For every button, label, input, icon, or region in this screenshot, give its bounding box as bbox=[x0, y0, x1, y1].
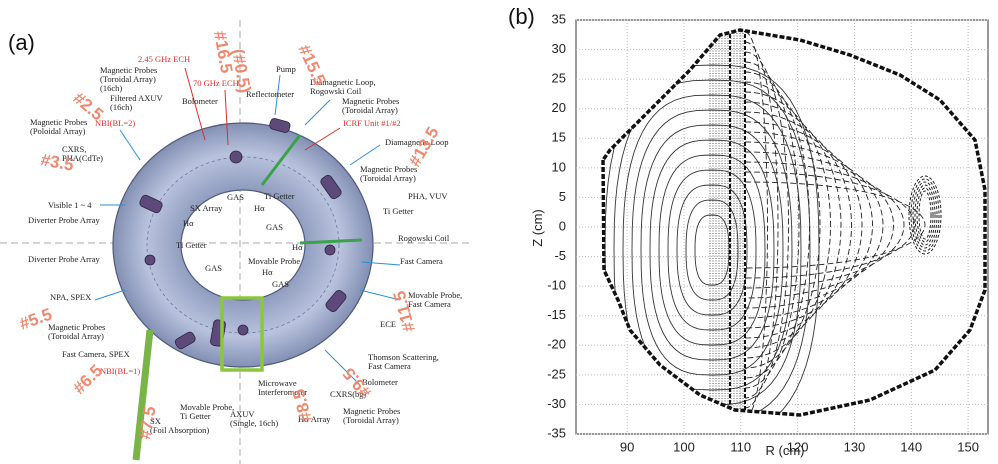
red-annotation: ICRF Unit #1/#2 bbox=[343, 118, 401, 128]
annotation: Ti Getter bbox=[264, 191, 295, 201]
y-tick-label: -35 bbox=[547, 425, 566, 440]
plot-frame bbox=[576, 20, 988, 434]
annotation: Pump bbox=[276, 64, 296, 74]
open-flux-surface bbox=[745, 122, 862, 328]
open-flux-surface bbox=[745, 152, 894, 298]
grid bbox=[576, 20, 988, 434]
page: {"panel_a": {"label": "(a)", "labels": [… bbox=[0, 0, 998, 464]
annotation: (16ch) bbox=[100, 83, 122, 93]
island-surface bbox=[915, 185, 935, 245]
annotation: (Toroidal Array) bbox=[343, 415, 399, 425]
open-flux-surface bbox=[745, 172, 915, 278]
x-tick-label: 100 bbox=[673, 439, 695, 454]
y-tick-label: 20 bbox=[552, 100, 566, 115]
annotation: Ti Getter bbox=[383, 206, 414, 216]
port-label: #15.5 bbox=[294, 42, 329, 89]
annotation: Hα bbox=[183, 218, 194, 228]
annotation: Visible 1 ~ 4 bbox=[48, 200, 92, 210]
closed-flux-surface bbox=[677, 185, 747, 315]
x-tick-label: 110 bbox=[730, 439, 751, 454]
annotation: GAS bbox=[266, 222, 283, 232]
annotation: (Toroidal Array) bbox=[342, 105, 398, 115]
open-flux-surface bbox=[745, 62, 799, 388]
red-annotation: NBI(BL=2) bbox=[95, 118, 135, 128]
annotation: NPA, SPEX bbox=[50, 292, 91, 302]
y-tick-label: -30 bbox=[547, 396, 566, 411]
annotation: Ti Getter bbox=[180, 411, 211, 421]
annotation: Hα bbox=[254, 203, 265, 213]
figure: (a) (b) R (cm) Z (cm) Magnetic Probes(To… bbox=[0, 0, 998, 464]
port-label: #8.5 bbox=[289, 387, 316, 424]
y-tick-label: -10 bbox=[547, 278, 566, 293]
x-tick-label: 90 bbox=[620, 439, 634, 454]
open-flux-surface bbox=[745, 92, 831, 358]
x-tick-label: 130 bbox=[844, 439, 866, 454]
y-tick-label: 35 bbox=[552, 11, 566, 26]
panel-label: (b) bbox=[508, 4, 535, 29]
annotation: Fast Camera bbox=[400, 256, 443, 266]
closed-flux-surface bbox=[650, 140, 774, 360]
annotation: (Toroidal Array) bbox=[360, 173, 416, 183]
annotation: (Single, 16ch) bbox=[230, 418, 278, 428]
closed-flux-surface bbox=[659, 155, 765, 345]
island-surface bbox=[909, 176, 941, 254]
annotation: Rogowski Coil bbox=[310, 86, 362, 96]
annotation: GAS bbox=[227, 192, 244, 202]
annotation: Fast Camera bbox=[368, 361, 411, 371]
y-tick-label: 5 bbox=[559, 189, 566, 204]
open-flux-surface bbox=[745, 182, 925, 268]
y-tick-label: -20 bbox=[547, 337, 566, 352]
y-tick-label: -15 bbox=[547, 307, 566, 322]
y-tick-label: 30 bbox=[552, 41, 566, 56]
annotation: PHA, VUV bbox=[408, 191, 448, 201]
annotation: ECE bbox=[380, 319, 396, 329]
annotation: Bolometer bbox=[182, 96, 218, 106]
annotation: GAS bbox=[205, 263, 222, 273]
y-tick-label: -5 bbox=[554, 248, 566, 263]
annotation: Rogowski Coil bbox=[398, 233, 450, 243]
x-tick-label: 120 bbox=[787, 439, 809, 454]
annotation: Movable Probe bbox=[248, 256, 300, 266]
annotation: GAS bbox=[272, 279, 289, 289]
y-tick-label: -25 bbox=[547, 366, 566, 381]
annotation: (Foil Absorption) bbox=[150, 425, 209, 435]
closed-flux-surface bbox=[695, 215, 729, 285]
closed-flux-surface bbox=[632, 110, 792, 390]
annotation: SX Array bbox=[190, 203, 223, 213]
x-tick-label: 140 bbox=[900, 439, 922, 454]
y-axis-label: Z (cm) bbox=[530, 209, 545, 247]
open-flux-surface bbox=[745, 162, 904, 288]
x-tick-label: 150 bbox=[957, 439, 979, 454]
annotation: Hα bbox=[292, 242, 303, 252]
annotation: Ti Getter bbox=[176, 240, 207, 250]
annotation: Fast Camera, SPEX bbox=[62, 349, 130, 359]
annotation: (Toroidal Array) bbox=[48, 331, 104, 341]
annotation: (16ch) bbox=[110, 102, 132, 112]
annotation: Diverter Probe Array bbox=[28, 254, 101, 264]
closed-flux-surface bbox=[641, 125, 783, 375]
annotation: Fast Camera bbox=[408, 299, 451, 309]
red-annotation: 70 GHz ECH bbox=[193, 78, 239, 88]
annotation: Diverter Probe Array bbox=[28, 215, 101, 225]
flux-surfaces bbox=[605, 28, 941, 435]
annotation: Hα bbox=[262, 267, 273, 277]
y-tick-label: 0 bbox=[559, 218, 566, 233]
y-tick-label: 10 bbox=[552, 159, 566, 174]
panel-label: (a) bbox=[8, 30, 35, 55]
annotation: (Poloidal Array) bbox=[30, 126, 86, 136]
y-tick-label: 15 bbox=[552, 130, 566, 145]
red-annotation: 2.45 GHz ECH bbox=[138, 54, 190, 64]
open-flux-surface bbox=[745, 102, 841, 348]
y-tick-label: 25 bbox=[552, 71, 566, 86]
